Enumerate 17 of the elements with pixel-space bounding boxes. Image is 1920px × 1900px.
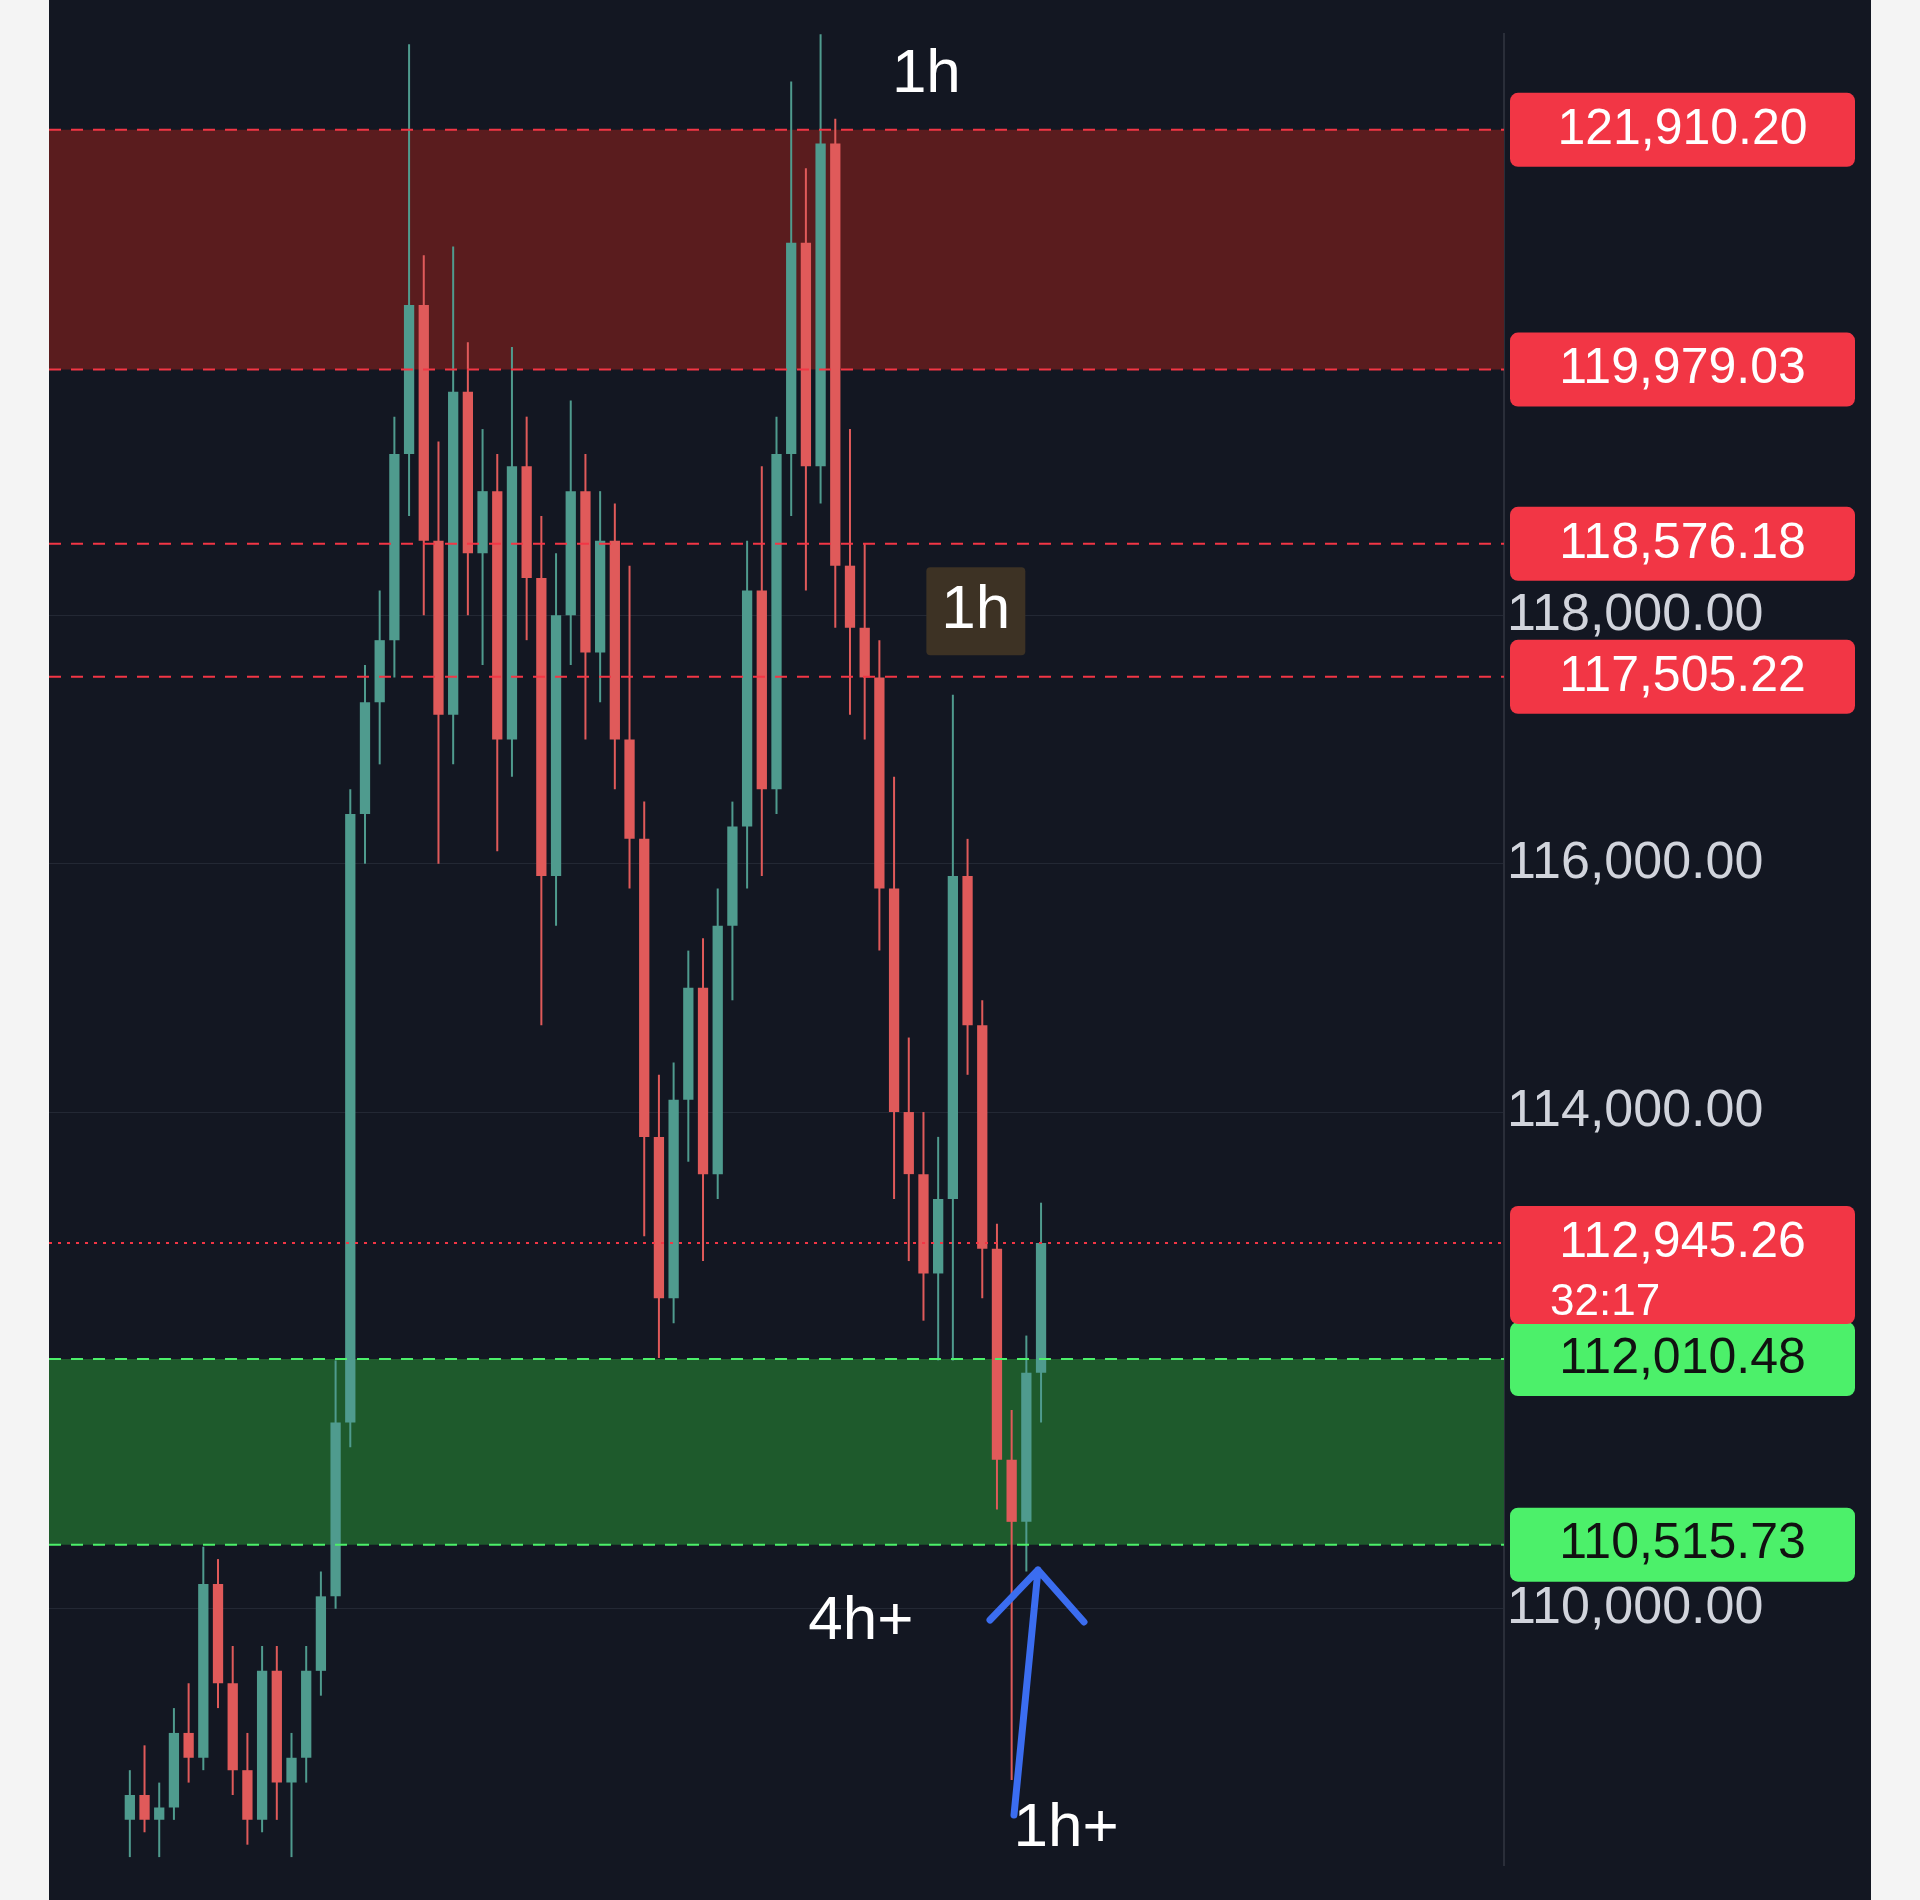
- ref-line-label: 117,505.22: [1559, 645, 1806, 702]
- annotation: 1h: [941, 572, 1011, 642]
- text: 32:17: [1550, 1275, 1661, 1325]
- y-tick-label: 110,000.00: [1506, 1576, 1764, 1635]
- annotation: 1h+: [1013, 1790, 1119, 1860]
- annotation: 1h: [891, 35, 961, 105]
- ref-line-label: 112,945.26: [1559, 1211, 1806, 1268]
- y-tick-label: 116,000.00: [1506, 831, 1764, 890]
- ref-line-label: 110,515.73: [1559, 1513, 1806, 1570]
- y-tick-label: 114,000.00: [1506, 1079, 1764, 1138]
- y-tick-label: 118,000.00: [1506, 582, 1764, 641]
- ref-line-label: 121,910.20: [1557, 98, 1808, 155]
- annotation: 4h+: [808, 1583, 914, 1653]
- ref-line-label: 118,576.18: [1559, 512, 1806, 569]
- ref-line-label: 119,979.03: [1559, 338, 1806, 395]
- ref-line-label: 112,010.48: [1559, 1327, 1806, 1384]
- candlestick: [154, 1781, 165, 1859]
